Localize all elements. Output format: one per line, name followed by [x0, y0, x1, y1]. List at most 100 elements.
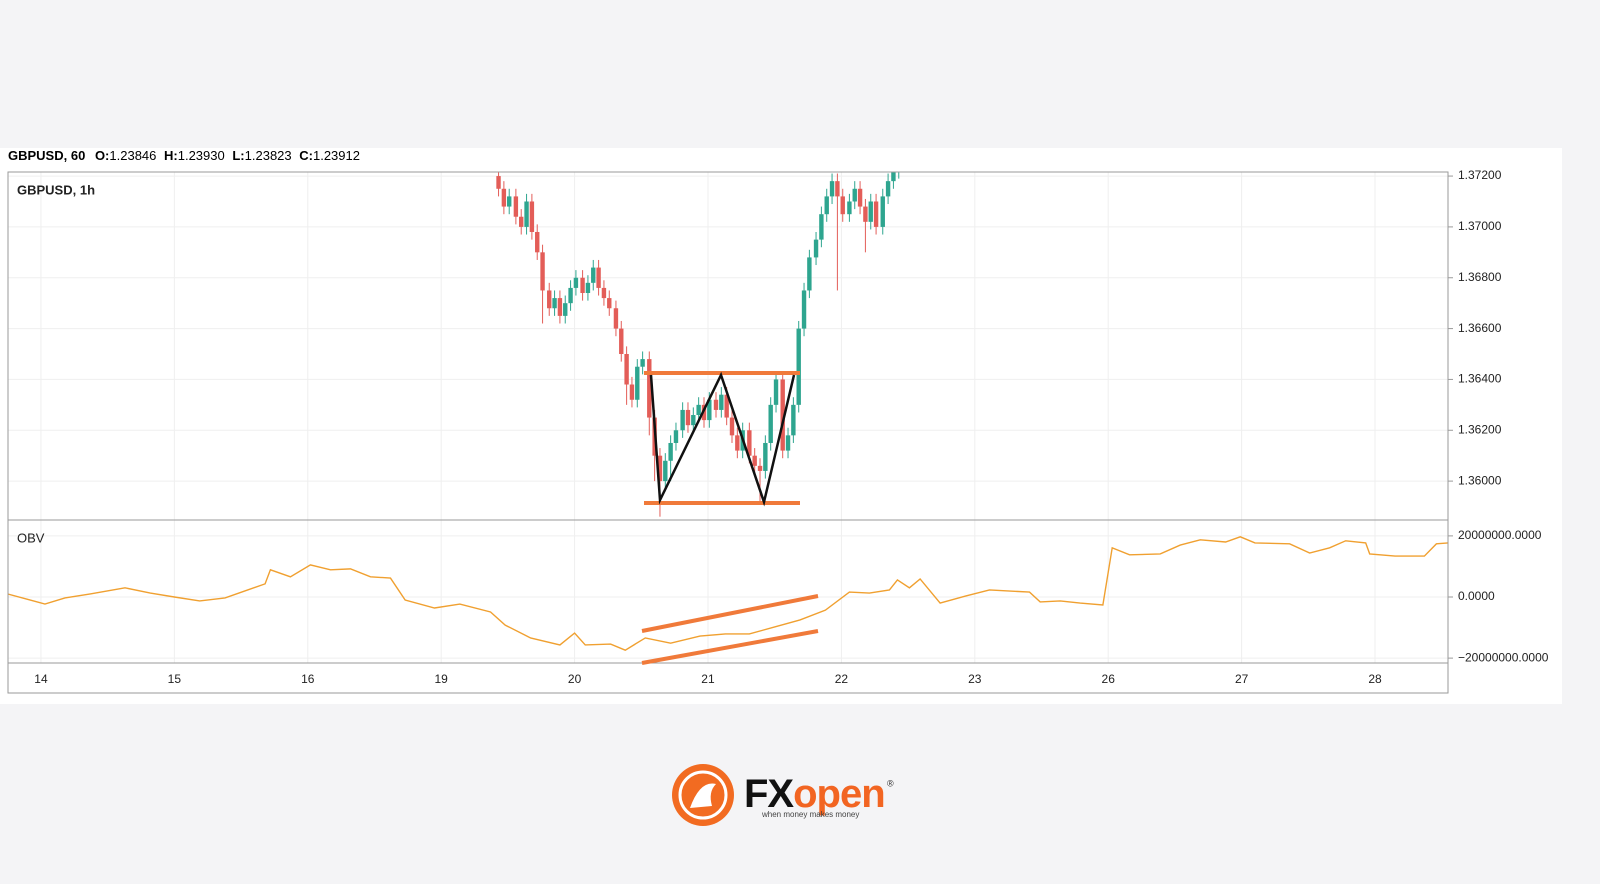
candle-body: [735, 435, 740, 451]
candle-body: [624, 354, 629, 385]
candle-body: [591, 267, 596, 283]
candle-body: [507, 196, 512, 207]
y-tick-label: 1.36400: [1458, 372, 1502, 386]
candle-body: [563, 303, 568, 316]
candle-body: [729, 417, 735, 436]
grid: [8, 172, 1448, 663]
candle-body: [663, 460, 668, 482]
candle-body: [540, 252, 545, 291]
candle-body: [619, 328, 624, 355]
candle-body: [801, 290, 807, 329]
candle-body: [868, 201, 873, 222]
candle-body: [807, 257, 812, 291]
candle-body: [547, 290, 552, 309]
logo-bull: [690, 783, 716, 808]
candle-body: [863, 206, 868, 222]
x-tick-label: 16: [301, 672, 315, 686]
candle-body: [668, 442, 673, 461]
candle-body: [596, 267, 601, 288]
pane-title: GBPUSD, 1h: [17, 182, 95, 197]
candle-body: [824, 196, 829, 215]
pane-title: OBV: [17, 530, 45, 545]
logo-text: FXopen: [744, 772, 885, 816]
field-value: 1.23912: [313, 148, 360, 163]
frame: [7, 171, 1449, 694]
field-value: 1.23846: [109, 148, 156, 163]
y-tick-label: 0.0000: [1458, 589, 1495, 603]
candle-body: [640, 359, 645, 367]
y-tick-label: −20000000.0000: [1458, 650, 1549, 664]
candle-body: [857, 188, 863, 207]
y-tick-label: 1.36000: [1458, 473, 1502, 487]
candle-body: [535, 231, 540, 253]
y-tick-label: 1.36600: [1458, 321, 1502, 335]
pattern-drawing: [641, 371, 819, 665]
candle-body: [496, 176, 501, 189]
candle-body: [873, 201, 879, 227]
y-tick-label: 20000000.0000: [1458, 528, 1542, 542]
candle-body: [752, 455, 757, 466]
candle-body: [796, 328, 801, 405]
candle-body: [829, 181, 835, 197]
candle-body: [819, 214, 824, 240]
candle-body: [501, 188, 507, 207]
header-legend: GBPUSD, 60 O:1.23846 H:1.23930 L:1.23823…: [8, 148, 360, 163]
field-label: O:: [95, 148, 109, 163]
candle-body: [791, 404, 796, 436]
field-label: C:: [299, 148, 313, 163]
symbol: GBPUSD, 60: [8, 148, 85, 163]
candle-body: [629, 384, 635, 400]
candle-body: [880, 196, 885, 227]
candle-body: [680, 409, 685, 431]
y-tick-label: 1.36200: [1458, 422, 1502, 436]
candle-body: [529, 201, 535, 232]
candle-body: [813, 239, 819, 258]
candle-body: [580, 277, 585, 293]
obv-trend-line: [641, 594, 819, 633]
candle-body: [635, 366, 640, 400]
axes: 1.36000 1.36200 1.36400 1.36600 1.36800 1.370…: [34, 168, 1548, 686]
candle-body: [685, 409, 691, 426]
candle-body: [707, 399, 712, 421]
x-tick-label: 22: [835, 672, 849, 686]
field-label: H:: [164, 148, 178, 163]
candle-body: [657, 455, 663, 482]
candle-body: [724, 394, 729, 418]
obv-line: [8, 536, 1448, 651]
candle-body: [768, 404, 773, 443]
candle-body: [847, 201, 852, 215]
candle-body: [719, 394, 724, 410]
candle-body: [696, 404, 701, 416]
brand-b: open: [793, 772, 885, 816]
x-tick-label: 15: [168, 672, 182, 686]
candle-body: [552, 298, 557, 309]
candle-body: [835, 181, 840, 197]
candle-body: [613, 308, 619, 329]
candle-body: [513, 196, 519, 217]
obv-trend-line: [641, 629, 819, 665]
candle-body: [713, 399, 719, 410]
candle-body: [601, 287, 607, 299]
x-tick-label: 26: [1102, 672, 1116, 686]
candle-body: [585, 282, 591, 293]
candle-body: [673, 430, 679, 443]
candle-body: [607, 298, 612, 309]
candle-body: [568, 287, 573, 304]
x-tick-label: 14: [34, 672, 48, 686]
y-tick-label: 1.37200: [1458, 168, 1502, 182]
candle-body: [891, 172, 896, 182]
field-value: 1.23930: [178, 148, 225, 163]
candle-body: [691, 415, 696, 426]
candle-body: [519, 216, 524, 227]
candle-body: [885, 181, 891, 197]
candle-body: [763, 442, 768, 471]
w-pattern: [649, 371, 796, 507]
logo: FXopen ® when money makes money: [672, 764, 894, 826]
candle-body: [647, 359, 652, 418]
candle-body: [524, 201, 529, 227]
brand-a: FX: [744, 772, 794, 816]
field-label: L:: [232, 148, 244, 163]
candle-body: [852, 188, 857, 202]
